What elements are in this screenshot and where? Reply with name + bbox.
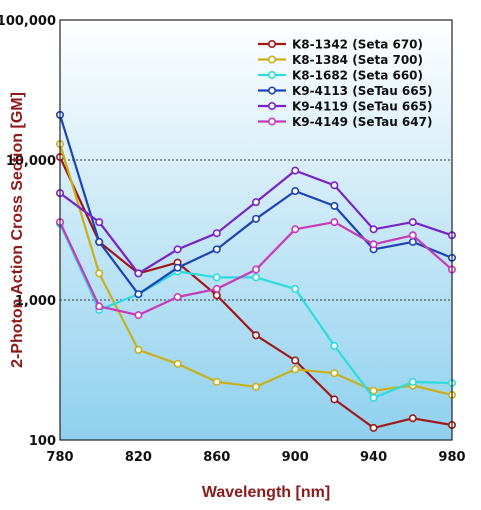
plot-frame [59,19,453,441]
y-tick-label: 100,000 [0,14,56,29]
data-point [173,293,182,302]
data-point [369,423,378,432]
legend-label: K8-1682 (Seta 660) [292,69,423,83]
data-point [252,273,261,282]
legend-marker [267,55,276,64]
legend-item: K8-1384 (Seta 700) [258,53,423,67]
data-point [369,240,378,249]
data-point [291,356,300,365]
data-point [369,225,378,234]
data-point [252,214,261,223]
x-tick-label: 820 [125,450,152,465]
y-axis-title: 2-Photon Action Cross Section [GM] [9,92,26,368]
x-tick-label: 900 [282,450,309,465]
data-point [291,365,300,374]
data-point [330,218,339,227]
data-point [252,198,261,207]
plot-area [60,20,452,440]
y-tick-label: 1,000 [15,294,56,309]
legend-label: K9-4113 (SeTau 665) [292,84,432,98]
data-point [330,181,339,190]
data-point [291,225,300,234]
data-point [173,245,182,254]
legend-label: K9-4149 (SeTau 647) [292,115,432,129]
data-point [252,331,261,340]
legend-marker [267,117,276,126]
data-point [212,245,221,254]
data-point [330,201,339,210]
data-point [291,284,300,293]
data-point [291,166,300,175]
x-axis-title: Wavelength [nm] [202,484,330,501]
data-point [330,341,339,350]
legend-marker [267,102,276,111]
y-tick-label: 100 [29,434,56,449]
data-point [369,386,378,395]
data-point [134,269,143,278]
legend-label: K8-1342 (Seta 670) [292,38,423,52]
data-point [408,377,417,386]
data-point [330,369,339,378]
data-point [408,231,417,240]
legend-marker [267,86,276,95]
legend-item: K9-4113 (SeTau 665) [258,84,432,98]
x-tick-label: 980 [438,450,465,465]
x-tick-label: 940 [360,450,387,465]
legend-label: K9-4119 (SeTau 665) [292,100,432,114]
x-tick-label: 860 [203,450,230,465]
data-point [252,265,261,274]
data-point [134,345,143,354]
legend-label: K8-1384 (Seta 700) [292,53,423,67]
data-point [408,218,417,227]
data-point [134,311,143,320]
legend-item: K8-1682 (Seta 660) [258,69,423,83]
legend-marker [267,71,276,80]
y-tick-label: 10,000 [6,154,56,169]
data-point [212,377,221,386]
data-point [95,302,104,311]
data-point [212,229,221,238]
data-point [212,284,221,293]
data-point [212,273,221,282]
data-point [95,269,104,278]
data-point [134,290,143,299]
data-point [173,359,182,368]
data-point [291,187,300,196]
data-point [408,414,417,423]
legend: K8-1342 (Seta 670)K8-1384 (Seta 700) K8-1… [258,38,432,129]
tick-labels: 780 820 860 900 940 980 100 1,000 10,000 100,000 [0,14,466,465]
data-point [408,237,417,246]
data-point [369,393,378,402]
data-point [330,395,339,404]
data-point [252,382,261,391]
legend-item: K9-4149 (SeTau 647) [258,115,432,129]
legend-item: K9-4119 (SeTau 665) [258,100,432,114]
x-tick-label: 780 [46,450,73,465]
data-point [95,237,104,246]
legend-item: K8-1342 (Seta 670) [258,38,423,52]
data-point [95,218,104,227]
data-point [173,263,182,272]
legend-marker [267,39,276,48]
series-lines [55,110,456,432]
series-3 [55,110,456,299]
data-point [212,291,221,300]
